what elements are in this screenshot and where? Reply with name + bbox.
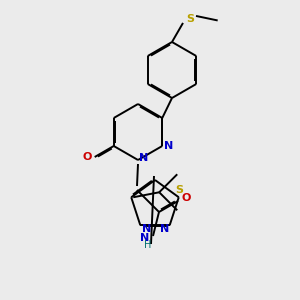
Text: H: H bbox=[144, 240, 152, 250]
Text: N: N bbox=[140, 153, 148, 163]
Text: N: N bbox=[164, 141, 173, 151]
Text: N: N bbox=[142, 224, 151, 234]
Text: O: O bbox=[82, 152, 92, 162]
Text: S: S bbox=[186, 14, 194, 24]
Text: S: S bbox=[175, 185, 183, 195]
Text: N: N bbox=[140, 233, 150, 243]
Text: O: O bbox=[182, 193, 191, 203]
Text: N: N bbox=[160, 224, 169, 234]
